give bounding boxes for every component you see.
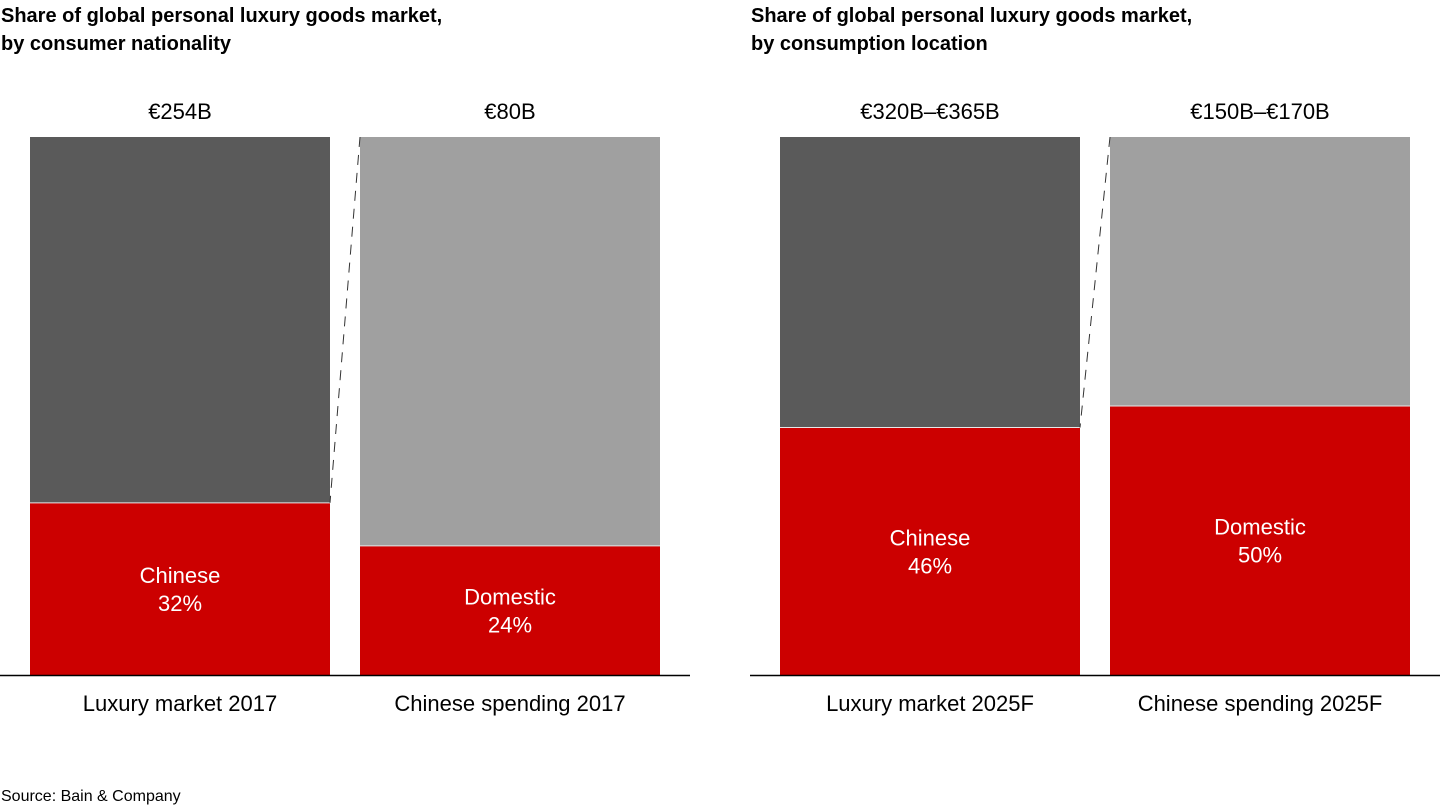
bar-share-segment-domestic [1110, 406, 1410, 675]
right-panel-title-line2: by consumption location [751, 33, 988, 55]
dashed-connector-line [1079, 136, 1111, 428]
segment-value-label: 46% [908, 553, 952, 578]
left-panel-title-line2: by consumer nationality [1, 33, 232, 55]
dashed-connector-line [329, 136, 361, 503]
source-note: Source: Bain & Company [1, 788, 181, 805]
category-tick-label: Chinese spending 2025F [1138, 691, 1383, 716]
bar-share-segment-chinese [780, 427, 1080, 675]
bar-total-label: €320B–€365B [860, 99, 999, 124]
bar-remainder-segment [360, 137, 660, 546]
segment-label: Chinese [140, 563, 221, 588]
bar-remainder-segment [30, 137, 330, 503]
category-tick-label: Chinese spending 2017 [394, 691, 625, 716]
bar-total-label: €254B [148, 99, 212, 124]
category-tick-label: Luxury market 2025F [826, 691, 1034, 716]
left-panel-title: Share of global personal luxury goods ma… [1, 2, 442, 58]
right-panel-title: Share of global personal luxury goods ma… [751, 2, 1192, 58]
bar-total-label: €80B [484, 99, 535, 124]
segment-value-label: 50% [1238, 543, 1282, 568]
left-panel-title-line1: Share of global personal luxury goods ma… [1, 5, 443, 27]
right-panel-title-line1: Share of global personal luxury goods ma… [751, 5, 1193, 27]
bar-share-segment-chinese [30, 502, 330, 675]
segment-label: Domestic [464, 584, 556, 609]
category-tick-label: Luxury market 2017 [83, 691, 277, 716]
segment-label: Chinese [890, 525, 971, 550]
bar-share-segment-domestic [360, 545, 660, 675]
segment-value-label: 24% [488, 612, 532, 637]
segment-value-label: 32% [158, 591, 202, 616]
bar-remainder-segment [1110, 137, 1410, 406]
segment-label: Domestic [1214, 515, 1306, 540]
bar-total-label: €150B–€170B [1190, 99, 1329, 124]
bar-remainder-segment [780, 137, 1080, 428]
